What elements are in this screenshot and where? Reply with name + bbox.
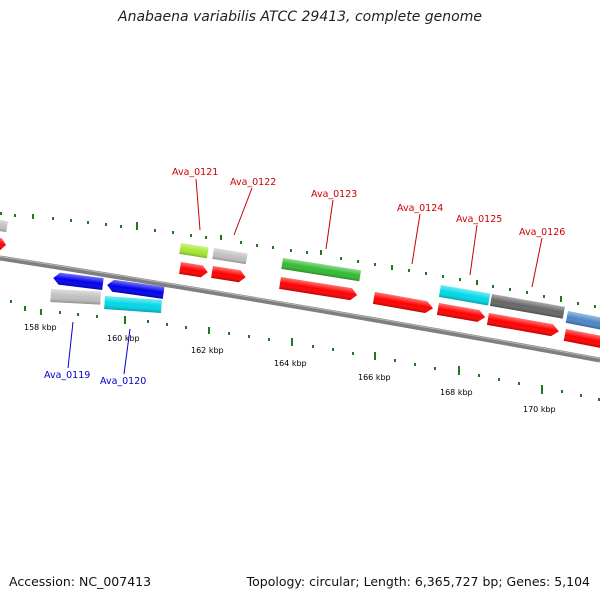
gene-label[interactable]: Ava_0120 (100, 376, 146, 387)
leader-line (325, 199, 334, 250)
gene-label[interactable]: Ava_0122 (230, 177, 276, 188)
gene-feature[interactable] (104, 296, 162, 313)
forward-cds-track (0, 237, 600, 350)
cds-arrow[interactable] (563, 329, 600, 351)
backbone-highlight (0, 256, 600, 359)
cds-arrow[interactable] (179, 262, 209, 278)
accession-text: Accession: NC_007413 (9, 574, 152, 589)
cds-arrow[interactable] (436, 303, 486, 323)
leader-line (123, 328, 131, 375)
cds-arrow[interactable] (279, 277, 358, 301)
leader-line (67, 321, 74, 369)
cds-arrow[interactable] (372, 292, 434, 314)
gene-label[interactable]: Ava_0123 (311, 189, 357, 200)
scale-label: 168 kbp (440, 388, 473, 397)
gene-label[interactable]: Ava_0126 (519, 227, 565, 238)
gene-feature[interactable] (50, 289, 101, 305)
gene-feature-ava-0125[interactable] (438, 285, 491, 306)
gene-feature-ava-0123[interactable] (281, 258, 362, 282)
leader-line (411, 213, 421, 265)
backbone-line (0, 255, 600, 363)
scale-label: 160 kbp (107, 334, 140, 343)
gene-label[interactable]: Ava_0119 (44, 370, 90, 381)
gene-label[interactable]: Ava_0121 (172, 167, 218, 178)
leader-line (531, 237, 543, 288)
leader-line (233, 187, 253, 236)
gene-feature-ava-0121[interactable] (179, 243, 209, 259)
scale-label: 170 kbp (523, 405, 556, 414)
scale-label: 162 kbp (191, 346, 224, 355)
scale-label: 164 kbp (274, 359, 307, 368)
scale-label: 166 kbp (358, 373, 391, 382)
gene-feature-ava-0120[interactable] (106, 279, 165, 299)
gene-feature-ava-0122[interactable] (212, 247, 248, 265)
gene-feature[interactable] (0, 220, 8, 233)
upper-tick-row (0, 212, 596, 308)
gene-feature-ava-0119[interactable] (53, 272, 104, 291)
reverse-track (50, 272, 165, 313)
cds-arrow[interactable] (486, 313, 560, 337)
gene-label[interactable]: Ava_0124 (397, 203, 443, 214)
cds-arrow[interactable] (211, 266, 246, 283)
leader-line (195, 178, 201, 231)
gene-feature[interactable] (565, 311, 600, 331)
genome-summary-text: Topology: circular; Length: 6,365,727 bp… (246, 574, 590, 589)
map-title: Anabaena variabilis ATCC 29413, complete… (118, 9, 482, 25)
forward-outer-track (0, 220, 600, 331)
scale-label: 158 kbp (24, 323, 57, 332)
gene-feature-ava-0126[interactable] (489, 294, 565, 319)
cds-arrow[interactable] (0, 237, 7, 251)
gene-label[interactable]: Ava_0125 (456, 214, 502, 225)
lower-tick-row (10, 300, 600, 401)
leader-line (469, 224, 478, 276)
